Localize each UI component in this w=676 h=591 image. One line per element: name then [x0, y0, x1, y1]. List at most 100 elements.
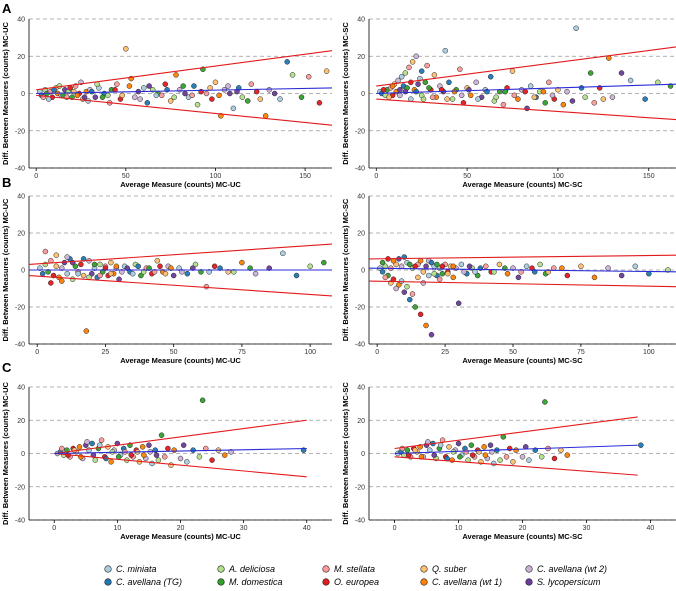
- data-point: [225, 269, 232, 275]
- data-point: [540, 88, 547, 95]
- data-point: [500, 101, 507, 108]
- data-point: [153, 92, 160, 99]
- data-point: [386, 94, 392, 100]
- data-point: [442, 47, 449, 54]
- data-point: [487, 442, 494, 448]
- data-point: [248, 81, 255, 87]
- data-point: [108, 270, 114, 277]
- x-tick-label: 25: [441, 349, 449, 356]
- legend-item: M. stellata: [322, 564, 375, 574]
- data-point: [171, 447, 177, 453]
- data-point: [493, 94, 499, 100]
- x-tick-label: 100: [304, 349, 316, 356]
- data-point: [69, 276, 76, 282]
- data-point: [497, 457, 503, 463]
- data-point: [510, 459, 516, 465]
- data-point: [437, 442, 444, 448]
- y-tick-label: -40: [15, 166, 25, 173]
- data-point: [546, 79, 552, 86]
- data-point: [524, 105, 530, 112]
- data-point: [513, 447, 519, 453]
- data-point: [627, 77, 634, 84]
- data-point: [398, 73, 405, 80]
- x-axis-title: Average Measure (counts) MC-UC: [120, 356, 241, 365]
- data-point: [449, 457, 455, 463]
- legend-item: M. domestica: [217, 577, 283, 587]
- x-tick-label: 30: [240, 525, 248, 532]
- data-point: [137, 96, 143, 102]
- data-point: [559, 265, 565, 271]
- x-tick-label: 0: [375, 349, 379, 356]
- data-point: [404, 447, 411, 453]
- data-point: [74, 92, 81, 99]
- data-point: [135, 263, 141, 270]
- data-point: [417, 258, 424, 264]
- data-point: [196, 454, 203, 460]
- data-point: [455, 300, 462, 307]
- data-point: [225, 83, 231, 89]
- data-point: [428, 332, 435, 338]
- legend-item: C. miniata: [104, 564, 157, 574]
- data-point: [449, 96, 456, 102]
- data-point: [158, 92, 165, 99]
- chart-panel-c2: -40 -20 0 20 40 0 10 20 30 40 Average Measure (cou…: [341, 382, 676, 541]
- data-point: [189, 92, 195, 99]
- data-point: [228, 449, 234, 455]
- data-point: [108, 459, 114, 465]
- y-tick-label: -20: [355, 484, 365, 491]
- legend-label: S. lycopersicum: [537, 577, 601, 587]
- data-point: [293, 272, 300, 279]
- data-point: [473, 79, 479, 86]
- data-point: [151, 269, 158, 275]
- y-axis-title: Diff. Between Measures (counts) MC-SC: [341, 382, 350, 525]
- data-point: [418, 68, 425, 74]
- data-point: [266, 87, 272, 93]
- x-tick-label: 75: [238, 349, 246, 356]
- upper-limit-line: [36, 50, 333, 91]
- y-tick-label: -20: [15, 305, 25, 312]
- x-tick-label: 75: [577, 349, 585, 356]
- data-point: [72, 263, 79, 270]
- data-point: [423, 322, 429, 329]
- data-point: [75, 270, 81, 277]
- data-point: [549, 92, 556, 99]
- legend-label: A. deliciosa: [228, 564, 275, 574]
- data-point: [171, 94, 177, 100]
- y-tick-label: 20: [17, 231, 25, 238]
- mean-difference-line: [368, 267, 676, 273]
- data-point: [434, 261, 440, 268]
- data-point: [487, 73, 494, 80]
- data-point: [78, 454, 84, 460]
- legend-item: S. lycopersicum: [525, 577, 601, 587]
- y-tick-label: 20: [357, 418, 365, 425]
- x-tick-label: 50: [509, 349, 517, 356]
- data-point: [506, 445, 513, 452]
- legend: C. miniata C. avellana (TG) A. deliciosa…: [104, 564, 607, 587]
- legend-marker: [525, 578, 533, 586]
- data-point: [198, 269, 204, 275]
- data-point: [48, 280, 54, 286]
- data-point: [239, 259, 245, 266]
- data-point: [591, 100, 598, 106]
- x-axis-title: Average Measure (counts) MC-SC: [462, 356, 583, 365]
- data-point: [605, 265, 611, 271]
- data-point: [194, 101, 201, 108]
- x-tick-label: 50: [463, 173, 471, 180]
- chart-panel-b2: -40 -20 0 20 40 0 25 50 75 100 Average Measure (co…: [341, 194, 676, 365]
- data-point: [439, 270, 446, 277]
- x-tick-label: 30: [583, 525, 591, 532]
- x-tick-label: 40: [303, 525, 311, 532]
- data-point: [266, 265, 272, 271]
- data-point: [515, 96, 521, 102]
- data-point: [119, 269, 125, 275]
- data-point: [560, 101, 567, 108]
- legend-marker: [322, 578, 330, 586]
- x-tick-label: 50: [122, 173, 130, 180]
- data-point: [190, 265, 196, 271]
- y-tick-label: 40: [357, 17, 365, 24]
- data-point: [466, 263, 473, 270]
- upper-limit-line: [368, 254, 676, 260]
- lower-limit-line: [54, 452, 307, 478]
- data-point: [591, 274, 598, 281]
